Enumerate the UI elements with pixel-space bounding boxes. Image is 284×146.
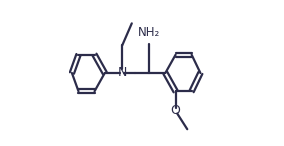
- Text: O: O: [171, 104, 181, 118]
- Text: N: N: [118, 66, 127, 80]
- Text: NH₂: NH₂: [137, 26, 160, 39]
